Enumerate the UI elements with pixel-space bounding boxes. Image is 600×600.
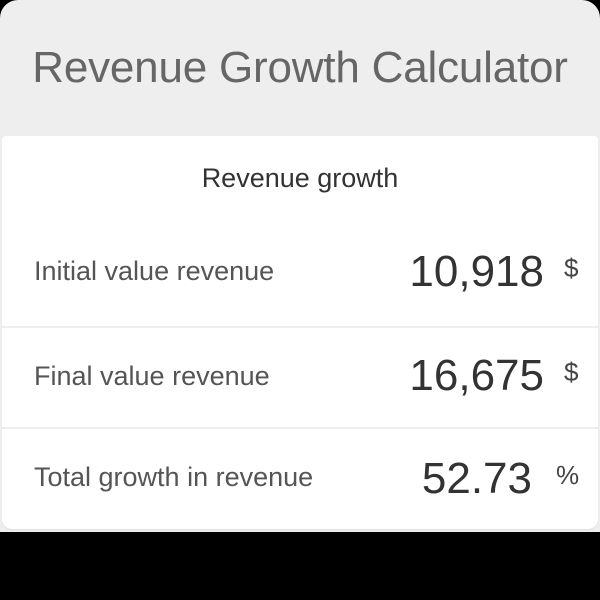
calculator-card: Revenue growth Initial value revenue 10,… <box>2 136 598 529</box>
calculator-widget: Revenue Growth Calculator Revenue growth… <box>0 0 600 532</box>
dollar-unit: $ <box>564 253 579 283</box>
total-growth-input[interactable]: 52.73 <box>421 454 532 503</box>
final-value-label: Final value revenue <box>34 361 270 391</box>
percent-unit: % <box>556 460 580 490</box>
section-title: Revenue growth <box>201 163 399 193</box>
total-growth-row: Total growth in revenue 52.73 % <box>2 427 598 531</box>
page-title: Revenue Growth Calculator <box>32 43 568 92</box>
dollar-unit: $ <box>564 357 579 387</box>
initial-value-label: Initial value revenue <box>34 256 275 286</box>
total-growth-label: Total growth in revenue <box>34 462 314 492</box>
initial-value-row: Initial value revenue 10,918 $ <box>2 222 598 324</box>
initial-value-input[interactable]: 10,918 <box>409 247 544 296</box>
final-value-row: Final value revenue 16,675 $ <box>2 326 598 429</box>
final-value-input[interactable]: 16,675 <box>409 351 544 400</box>
